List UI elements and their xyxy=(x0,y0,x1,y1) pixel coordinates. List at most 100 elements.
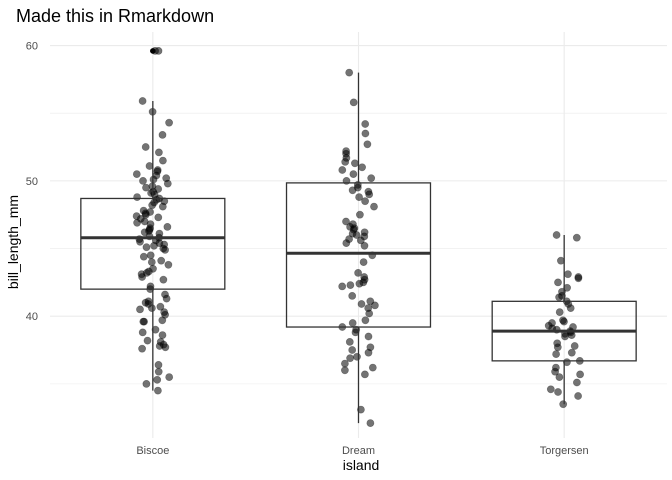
data-point xyxy=(163,222,172,231)
jitter-points xyxy=(132,47,584,427)
data-point xyxy=(555,373,564,381)
data-point xyxy=(349,170,358,178)
data-point xyxy=(559,316,567,325)
data-point xyxy=(340,366,349,375)
data-point xyxy=(153,375,162,384)
data-point xyxy=(348,220,357,229)
x-tick-label: Biscoe xyxy=(136,445,169,457)
data-point xyxy=(553,339,562,348)
data-point xyxy=(153,386,162,395)
data-point xyxy=(358,163,366,172)
data-point xyxy=(151,325,160,334)
data-point xyxy=(156,337,165,346)
data-point xyxy=(360,241,369,250)
data-point xyxy=(164,260,173,269)
data-point xyxy=(360,370,369,379)
data-point xyxy=(157,256,166,265)
data-point xyxy=(342,147,350,155)
data-point xyxy=(366,297,375,306)
data-point xyxy=(144,297,153,306)
data-point xyxy=(346,281,355,289)
data-point xyxy=(141,143,150,151)
data-point xyxy=(147,258,156,266)
data-point xyxy=(345,235,353,243)
data-point xyxy=(165,118,173,127)
data-point xyxy=(158,130,167,139)
data-point xyxy=(138,328,147,337)
data-point xyxy=(345,337,354,346)
x-axis-title: island xyxy=(343,457,380,473)
data-point xyxy=(574,392,582,400)
data-point xyxy=(346,354,354,363)
data-point xyxy=(572,233,581,242)
data-point xyxy=(154,360,163,369)
data-point xyxy=(136,305,144,314)
data-point xyxy=(159,275,168,284)
data-point xyxy=(370,202,378,211)
data-point xyxy=(138,344,146,353)
data-point xyxy=(546,385,555,394)
data-point xyxy=(139,176,147,185)
data-point xyxy=(145,162,154,170)
data-point xyxy=(576,370,584,379)
data-point xyxy=(154,47,163,55)
data-point xyxy=(348,346,357,354)
data-point xyxy=(564,270,572,279)
data-point xyxy=(366,419,375,427)
box-iqr xyxy=(80,197,226,290)
data-point xyxy=(361,129,370,138)
data-point xyxy=(138,97,147,105)
data-point xyxy=(350,159,359,168)
data-point xyxy=(364,332,373,341)
data-point xyxy=(554,388,562,396)
data-point xyxy=(552,363,560,372)
data-point xyxy=(361,120,370,128)
y-axis-title: bill_length_mm xyxy=(5,195,21,289)
data-point xyxy=(363,140,372,149)
data-point xyxy=(557,256,565,265)
data-point xyxy=(349,98,358,107)
data-point xyxy=(368,363,377,372)
data-point xyxy=(360,228,369,237)
data-point xyxy=(367,174,376,183)
chart-title: Made this in Rmarkdown xyxy=(16,6,214,26)
data-point xyxy=(361,197,369,206)
data-point xyxy=(345,68,354,77)
y-tick-label: 40 xyxy=(26,311,38,323)
data-point xyxy=(569,323,577,331)
data-point xyxy=(554,278,562,287)
data-point xyxy=(567,348,576,357)
data-point xyxy=(357,300,366,308)
data-point xyxy=(143,336,152,345)
data-point xyxy=(355,210,364,219)
data-point xyxy=(139,252,148,261)
data-point xyxy=(364,304,373,312)
data-point xyxy=(142,243,151,252)
data-point xyxy=(161,290,169,299)
data-point xyxy=(342,217,350,226)
data-point xyxy=(360,273,369,281)
data-point xyxy=(139,206,148,215)
x-tick-labels: Biscoe Dream Torgersen xyxy=(136,445,588,457)
data-point xyxy=(154,367,163,376)
data-point xyxy=(364,187,373,196)
data-point xyxy=(361,316,370,325)
y-tick-labels: 40 50 60 xyxy=(26,41,38,324)
data-point xyxy=(348,291,357,300)
boxes xyxy=(80,48,637,424)
data-point xyxy=(563,283,571,292)
y-tick-label: 50 xyxy=(26,176,38,188)
data-point xyxy=(154,148,163,157)
data-point xyxy=(555,308,564,316)
data-point xyxy=(354,268,362,277)
data-point xyxy=(139,317,148,326)
data-point xyxy=(359,258,368,266)
data-point xyxy=(142,379,151,388)
data-point xyxy=(156,302,165,311)
data-point xyxy=(146,251,155,260)
data-point xyxy=(338,166,347,174)
data-point xyxy=(370,301,379,310)
data-point xyxy=(146,208,154,216)
data-point xyxy=(340,359,349,368)
